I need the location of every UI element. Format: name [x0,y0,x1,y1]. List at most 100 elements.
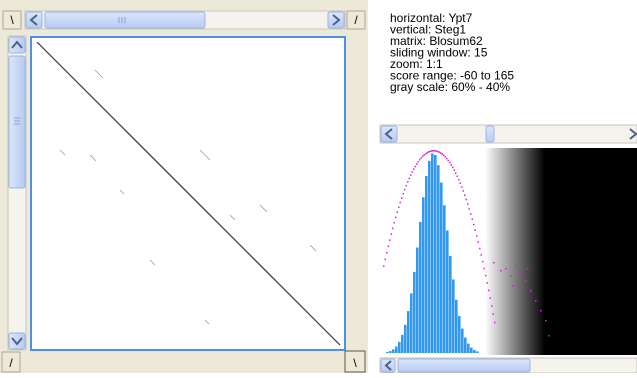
curve-dot [530,290,532,292]
arrow-icon [332,14,341,26]
hist-bar [413,271,416,353]
scroll-left[interactable] [25,11,43,29]
curve-dot [398,206,400,209]
dot-trace [204,319,210,325]
curve-dot [449,161,451,164]
hist-bar [392,349,395,353]
hist-bar [464,337,467,353]
curve-dot [432,150,434,152]
curve-dot [413,168,415,170]
scroll-thumb[interactable] [397,358,531,373]
dot-trace [149,259,156,266]
hist-bar [428,160,431,353]
curve-dot [488,289,490,292]
corner-button[interactable] [1,351,21,373]
curve-dot [453,169,455,171]
hist-bar [476,351,479,353]
curve-dot [423,154,425,156]
dot-traces [59,69,317,325]
curve-dot [387,245,389,248]
arrow-icon [29,14,38,26]
curve-dot [446,157,448,160]
hist-bar [410,293,413,353]
hist-bar [395,346,398,353]
curve-dot [476,235,478,237]
curve-dot [417,161,419,163]
h-scrollbar[interactable] [379,124,637,144]
curve-dot [456,175,458,177]
curve-dot [447,159,449,162]
hist-bar [470,347,473,353]
hist-bar [386,351,389,353]
dot-trace [119,189,125,195]
curve-dot [540,310,542,312]
info-line: vertical: Steg1 [390,23,466,37]
hist-bar [461,328,464,353]
curve-dot [482,260,484,263]
curve-dot [505,268,507,270]
curve-dot [479,247,481,250]
curve-dot [404,188,406,191]
curve-dot [416,163,418,165]
corner-button[interactable] [344,350,366,373]
gray-black [545,148,637,355]
curve-dot [414,165,416,168]
curve-dot [489,297,491,299]
curve-dot [465,198,467,201]
hist-bar [443,205,446,353]
hist-bar [407,311,410,353]
hist-bar [422,197,425,353]
curve-dot [434,150,436,152]
curve-dot [401,197,403,199]
curve-dot [464,194,466,196]
corner-button[interactable] [2,10,22,30]
hist-bar [389,351,392,353]
curve-dot [435,150,437,152]
curve-dot [548,335,550,337]
info-line: score range: -60 to 165 [390,69,514,83]
curve-dot [510,275,512,277]
curve-dot [527,268,529,270]
curve-dot [407,181,409,183]
hist-bar [437,165,440,353]
grip [14,117,20,125]
dot-trace [199,149,211,161]
hist-bar [446,230,449,353]
corner-label: \ [10,13,14,27]
hist-bar [440,182,443,353]
curve-dot [520,272,522,274]
curve-dot [440,152,442,154]
curve-dot [515,265,517,267]
curve-dot [525,280,527,282]
scroll-left[interactable] [380,125,398,143]
scroll-thumb[interactable] [8,55,26,189]
scroll-thumb[interactable] [485,125,495,143]
curve-dot [483,267,485,270]
curve-dot [389,239,391,241]
curve-dot [390,233,392,235]
corner-label: \ [353,356,357,370]
curve-dot [491,305,493,307]
corner-button[interactable] [346,10,366,30]
curve-dot [411,171,413,173]
hist-bar [404,324,407,353]
curve-dot [399,201,401,204]
curve-dot [443,154,445,157]
curve-dot [480,254,482,256]
arrow-icon [384,360,392,371]
curve-dot [477,241,479,243]
scroll-up[interactable] [8,36,26,54]
scroll-right[interactable] [327,11,345,29]
curve-dot [405,184,407,187]
info-line: zoom: 1:1 [390,57,443,71]
hist-bar [449,255,452,353]
curve-dot [438,151,440,153]
curve-dot [535,300,537,302]
scroll-down[interactable] [8,332,26,350]
scroll-left[interactable] [380,358,396,373]
curve-dot [455,172,457,174]
hist-bar [401,334,404,353]
curve-dot [431,150,433,152]
curve-dot [425,152,427,155]
